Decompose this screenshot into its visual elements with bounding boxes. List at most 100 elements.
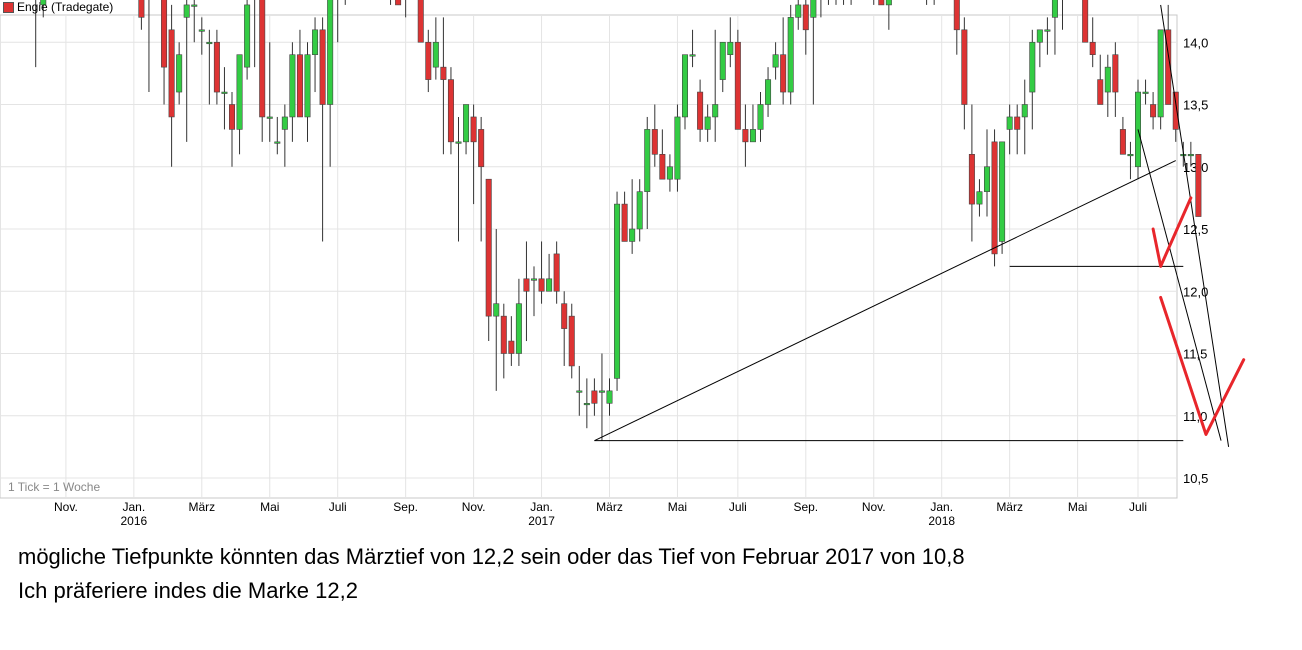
candle-body — [296, 54, 303, 118]
candle-body — [176, 54, 183, 93]
candle-body — [712, 104, 719, 118]
x-tick-label: Mai — [260, 500, 279, 514]
candle-body — [651, 129, 658, 155]
x-tick-label: Jan. — [123, 500, 146, 514]
x-tick-label: Mai — [668, 500, 687, 514]
candle-body — [614, 203, 621, 379]
x-tick-label: Juli — [329, 500, 347, 514]
candle-body — [236, 54, 243, 130]
candle-body — [1051, 0, 1058, 18]
candle-body — [953, 0, 960, 31]
x-tick-label: Juli — [729, 500, 747, 514]
candle-body — [644, 129, 651, 192]
comment-line-1: mögliche Tiefpunkte könnten das Märztief… — [18, 544, 965, 569]
candle-body — [795, 4, 802, 18]
candle-body — [757, 104, 764, 130]
candle-body — [478, 129, 485, 168]
x-tick-year: 2016 — [120, 514, 147, 528]
candle-body — [666, 166, 673, 180]
candle-body — [1021, 104, 1028, 118]
trendline — [594, 160, 1176, 442]
candle-body — [440, 66, 447, 80]
candle-body — [229, 104, 236, 130]
candle-body — [1112, 54, 1119, 93]
candle-body — [787, 17, 794, 93]
candle-body — [1157, 29, 1164, 118]
x-tick-label: Sep. — [793, 500, 818, 514]
candle-body — [546, 278, 553, 292]
chart-area: 10,511,011,512,012,513,013,514,014,515,0… — [0, 0, 1246, 528]
y-tick-label: 13,5 — [1183, 98, 1208, 113]
candle-body — [221, 91, 228, 94]
candle-body — [259, 0, 266, 118]
candle-body — [319, 29, 326, 105]
candle-body — [289, 54, 296, 118]
x-tick-label: Nov. — [54, 500, 78, 514]
candle-body — [878, 0, 885, 6]
candle-body — [697, 91, 704, 130]
candle-body — [719, 41, 726, 80]
candle-body — [206, 41, 213, 45]
candle-body — [1127, 154, 1134, 157]
candle-body — [765, 79, 772, 105]
x-tick-year: 2018 — [928, 514, 955, 528]
candle-body — [780, 54, 787, 93]
candle-body — [168, 29, 175, 118]
candle-body — [1150, 104, 1157, 118]
candle-body — [742, 129, 749, 143]
comment-line-2: Ich präferiere indes die Marke 12,2 — [18, 578, 358, 603]
candle-body — [274, 141, 281, 144]
candle-body — [417, 0, 424, 43]
candle-body — [598, 390, 605, 393]
candle-body — [1082, 0, 1089, 43]
candle-body — [161, 0, 168, 68]
x-tick-label: März — [188, 500, 215, 514]
candle-body — [432, 41, 439, 68]
candle-body — [455, 141, 462, 144]
candle-body — [1165, 29, 1172, 105]
candle-body — [689, 54, 696, 57]
candle-body — [183, 4, 190, 18]
candle-body — [493, 303, 500, 317]
candle-body — [530, 278, 537, 281]
candle-body — [681, 54, 688, 118]
candle-body — [1104, 66, 1111, 93]
candle-body — [1097, 79, 1104, 105]
candle-body — [515, 303, 522, 354]
candle-body — [138, 0, 145, 18]
candle-body — [191, 4, 198, 7]
candle-body — [1187, 154, 1194, 157]
candle-body — [523, 278, 530, 292]
x-tick-label: Nov. — [862, 500, 886, 514]
candle-body — [568, 315, 575, 367]
candle-body — [976, 191, 983, 205]
candle-body — [470, 116, 477, 143]
candlestick-chart: 10,511,011,512,012,513,013,514,014,515,0… — [0, 0, 1246, 528]
candle-body — [606, 390, 613, 404]
y-tick-label: 10,5 — [1183, 471, 1208, 486]
candle-body — [1142, 91, 1149, 94]
candle-body — [1006, 116, 1013, 130]
candle-body — [312, 29, 319, 55]
x-tick-label: Sep. — [393, 500, 418, 514]
candle-body — [213, 41, 220, 93]
candle-body — [508, 340, 515, 354]
candle-body — [553, 253, 560, 292]
candle-body — [704, 116, 711, 130]
candle-body — [983, 166, 990, 192]
candle-body — [538, 278, 545, 292]
candle-body — [749, 129, 756, 143]
candle-body — [810, 0, 817, 18]
candle-body — [1014, 116, 1021, 130]
candle-body — [395, 0, 402, 6]
candle-body — [1089, 41, 1096, 55]
candle-body — [583, 402, 590, 406]
candle-body — [1044, 29, 1051, 32]
y-tick-label: 11,0 — [1183, 409, 1207, 424]
candle-body — [968, 154, 975, 205]
x-tick-label: Juli — [1129, 500, 1147, 514]
plot-frame — [0, 14, 1178, 499]
candle-body — [629, 228, 636, 242]
chart-legend: Engie (Tradegate) — [3, 0, 113, 14]
x-tick-year: 2017 — [528, 514, 555, 528]
